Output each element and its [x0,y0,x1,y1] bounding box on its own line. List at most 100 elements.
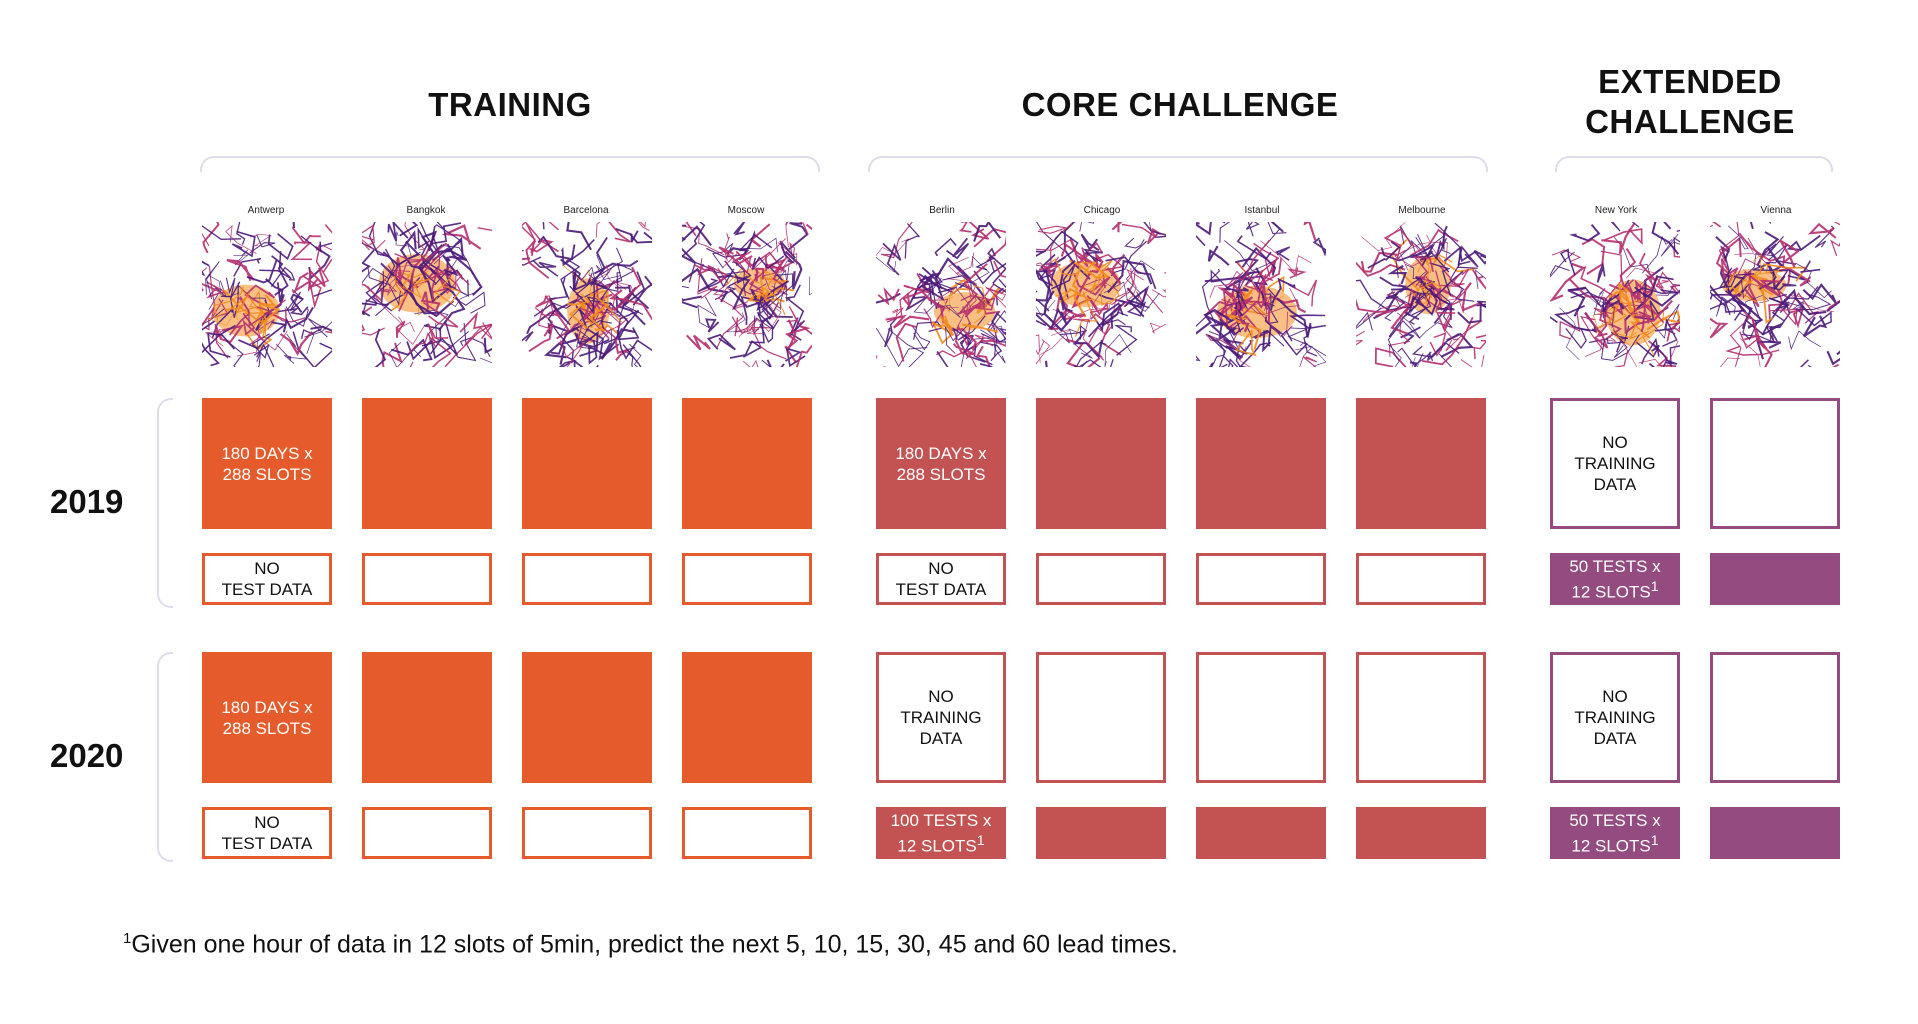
cell-2020-train-moscow [682,652,812,783]
extended-bracket [1555,156,1833,172]
cell-2020-train-vienna [1710,652,1840,783]
street-network-graphic [362,222,492,367]
city-map-new-york [1550,222,1680,367]
cell-2020-test-chicago [1036,807,1166,859]
cell-2019-train-bangkok [362,398,492,529]
cell-2020-test-antwerp: NO TEST DATA [202,807,332,859]
cell-2020-test-melbourne [1356,807,1486,859]
city-map-melbourne [1356,222,1486,367]
footnote-text: Given one hour of data in 12 slots of 5m… [131,930,1178,959]
cell-2020-train-bangkok [362,652,492,783]
cell-text-slots: 12 SLOTS [1571,836,1651,856]
cell-2019-train-antwerp: 180 DAYS x 288 SLOTS [202,398,332,529]
cell-text-line: TRAINING [900,708,982,727]
cell-text-line: TEST DATA [895,580,987,599]
cell-2019-test-barcelona [522,553,652,605]
cell-2019-test-vienna [1710,553,1840,605]
street-network-graphic [1036,222,1166,367]
city-label-antwerp: Antwerp [247,205,285,216]
cell-text-line: NO [928,559,954,578]
cell-2019-test-bangkok [362,553,492,605]
cell-text-line: 100 TESTS x [890,810,992,830]
cell-text-line: NO [1602,687,1628,706]
cell-2020-train-istanbul [1196,652,1326,783]
cell-2020-test-bangkok [362,807,492,859]
cell-2020-test-new-york: 50 TESTS x 12 SLOTS1 [1550,807,1680,859]
footnote-mark: 1 [976,832,985,849]
cell-2019-test-chicago [1036,553,1166,605]
cell-text-line: 288 SLOTS [222,464,312,484]
city-map-moscow [682,222,812,367]
cell-2020-train-barcelona [522,652,652,783]
city-map-antwerp [202,222,332,367]
city-map-istanbul [1196,222,1326,367]
street-network-graphic [1196,222,1326,367]
city-label-chicago: Chicago [1083,205,1121,216]
cell-text-line: 288 SLOTS [222,718,312,738]
cell-text-line: DATA [919,729,963,748]
street-network-graphic [1710,222,1840,367]
cell-text-line: NO [1602,433,1628,452]
cell-text-line: DATA [1593,475,1637,494]
street-network-graphic [522,222,652,367]
street-network-graphic [876,222,1006,367]
cell-2019-train-barcelona [522,398,652,529]
year-bracket-2020 [157,652,173,862]
cell-2019-test-berlin: NO TEST DATA [876,553,1006,605]
cell-text-slots: 12 SLOTS [897,836,977,856]
cell-2020-test-moscow [682,807,812,859]
footnote-mark: 1 [1650,578,1659,595]
core-bracket [868,156,1488,172]
city-label-moscow: Moscow [727,205,765,216]
cell-text-line: 288 SLOTS [896,464,986,484]
cell-2020-test-berlin: 100 TESTS x 12 SLOTS1 [876,807,1006,859]
cell-2019-train-moscow [682,398,812,529]
street-network-graphic [682,222,812,367]
cell-text-line: 50 TESTS x [1569,556,1661,576]
city-label-melbourne: Melbourne [1398,205,1446,216]
street-network-graphic [202,222,332,367]
cell-text-line: 12 SLOTS1 [891,831,992,857]
cell-2020-train-new-york: NO TRAINING DATA [1550,652,1680,783]
city-map-bangkok [362,222,492,367]
cell-2020-train-melbourne [1356,652,1486,783]
year-label-2019: 2019 [50,483,124,520]
cell-text-line: 50 TESTS x [1569,810,1661,830]
cell-text-line: NO [254,559,280,578]
city-label-vienna: Vienna [1760,205,1792,216]
footnote-mark: 1 [123,930,132,947]
footnote: 1Given one hour of data in 12 slots of 5… [123,930,1178,959]
cell-text-line: NO [254,813,280,832]
cell-2019-test-istanbul [1196,553,1326,605]
extended-title-line1: EXTENDED [1598,63,1782,100]
street-network-graphic [1356,222,1486,367]
cell-2019-test-melbourne [1356,553,1486,605]
city-map-vienna [1710,222,1840,367]
core-challenge-title: CORE CHALLENGE [1021,86,1339,123]
city-map-barcelona [522,222,652,367]
cell-2020-test-istanbul [1196,807,1326,859]
cell-text-line: 180 DAYS x [221,443,313,463]
cell-2019-test-moscow [682,553,812,605]
cell-2019-test-new-york: 50 TESTS x 12 SLOTS1 [1550,553,1680,605]
cell-text-line: TEST DATA [221,834,313,853]
cell-text-line: TEST DATA [221,580,313,599]
cell-2020-train-berlin: NO TRAINING DATA [876,652,1006,783]
cell-2019-test-antwerp: NO TEST DATA [202,553,332,605]
cell-text-line: NO [928,687,954,706]
year-bracket-2019 [157,398,173,608]
cell-2020-train-chicago [1036,652,1166,783]
training-bracket [200,156,820,172]
city-label-istanbul: Istanbul [1244,205,1280,216]
cell-text-line: 180 DAYS x [221,697,313,717]
cell-text-line: TRAINING [1574,708,1656,727]
cell-text-line: DATA [1593,729,1637,748]
cell-2019-train-istanbul [1196,398,1326,529]
cell-text-slots: 12 SLOTS [1571,582,1651,602]
year-label-2020: 2020 [50,737,124,774]
cell-2019-train-vienna [1710,398,1840,529]
cell-2019-train-berlin: 180 DAYS x 288 SLOTS [876,398,1006,529]
city-label-berlin: Berlin [929,205,955,216]
city-label-barcelona: Barcelona [563,205,609,216]
